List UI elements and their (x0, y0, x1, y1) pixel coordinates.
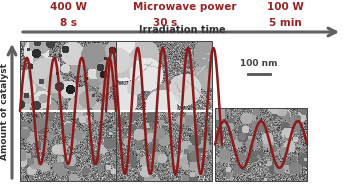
Text: 5 min: 5 min (269, 18, 301, 28)
Bar (116, 41, 212, 181)
Text: Irradiation time: Irradiation time (139, 25, 225, 35)
Text: Amount of catalyst: Amount of catalyst (0, 63, 9, 160)
Bar (215, 108, 307, 181)
Text: 100 nm: 100 nm (240, 59, 278, 68)
Text: 30 s: 30 s (153, 18, 177, 28)
Text: 400 W: 400 W (49, 2, 86, 12)
Text: 8 s: 8 s (60, 18, 77, 28)
Bar (20, 41, 116, 181)
Text: Microwave power: Microwave power (133, 2, 237, 12)
Text: 100 W: 100 W (267, 2, 303, 12)
